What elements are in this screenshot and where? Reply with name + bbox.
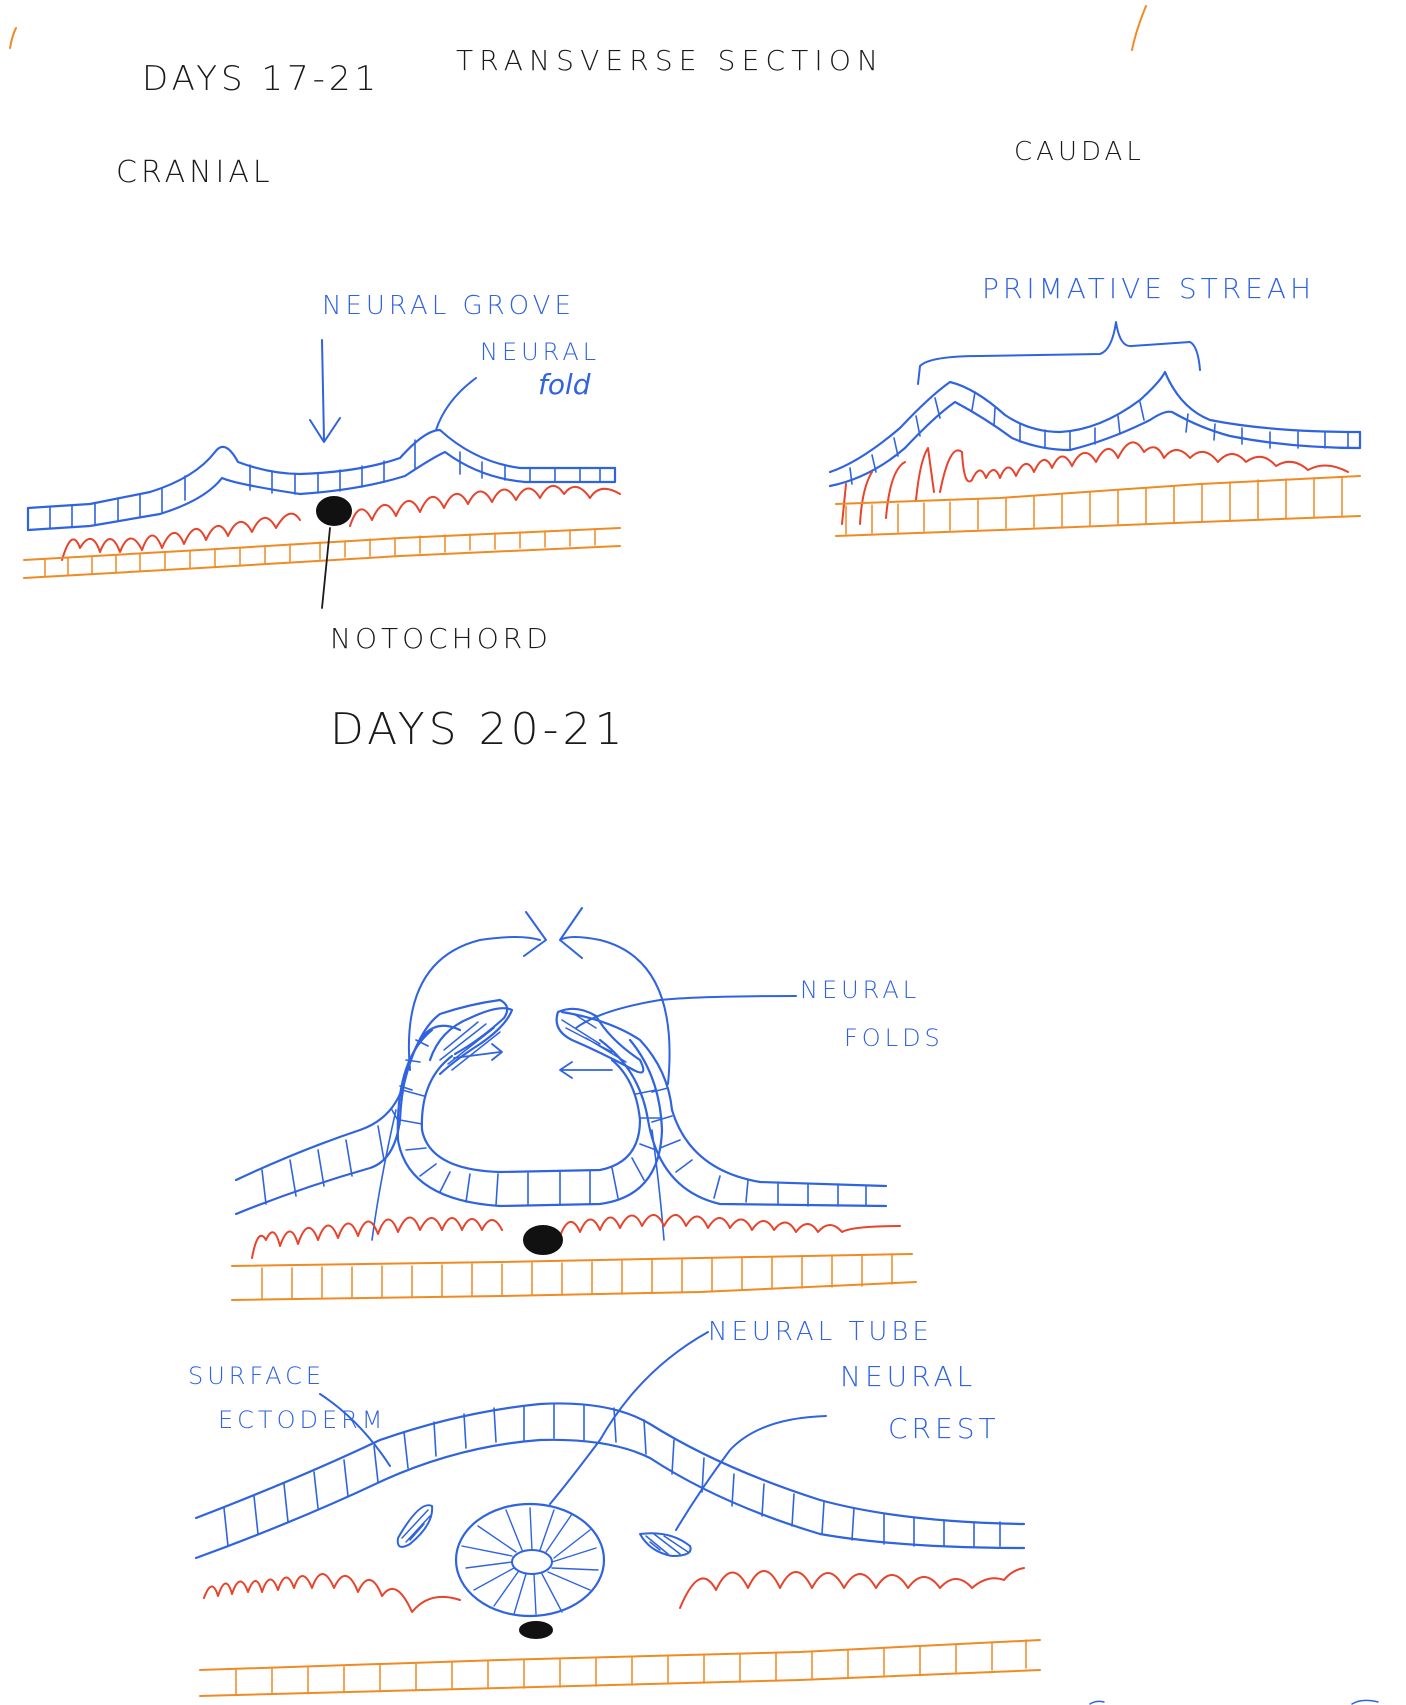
tube-ectoderm-bottom: [194, 1438, 1026, 1560]
cranial-section: [23, 339, 621, 609]
cranial-ectoderm-bottom: [26, 450, 617, 532]
caudal-label: CAUDAL: [1014, 137, 1145, 167]
folds-ectoderm-right-inner: [598, 1038, 888, 1208]
corner-mark-right: [1131, 5, 1147, 51]
folds-ectoderm-cells-left: [261, 1039, 429, 1205]
primitive-streak-brace: [917, 321, 1201, 385]
cranial-endoderm-top: [23, 527, 621, 561]
caudal-endoderm-bottom: [835, 515, 1361, 537]
neural-groove-arrow: [309, 339, 341, 443]
surface-ectoderm-label-line1: SURFACE: [188, 1362, 325, 1390]
folds-notochord: [523, 1225, 563, 1255]
cranial-ectoderm-top: [26, 428, 617, 510]
cranial-endoderm-bottom: [23, 545, 621, 579]
folds-closing-arrow-left: [407, 911, 547, 1071]
corner-mark-bottom-mid: [1089, 1700, 1105, 1705]
neural-crest-right-hatch: [645, 1533, 689, 1555]
cranial-ectoderm-cells: [49, 439, 601, 529]
folds-neural-plate-outer: [396, 1028, 664, 1208]
tube-notochord: [519, 1621, 553, 1639]
folds-right-tip: [555, 1007, 645, 1074]
folds-ectoderm-cells-right: [651, 1087, 867, 1207]
folds-inner-stroke-right: [651, 1129, 665, 1241]
corner-mark-bottom-right: [1351, 1699, 1379, 1705]
folds-ectoderm-right-outer: [560, 1010, 888, 1188]
neural-fold-label-line1: NEURAL: [480, 338, 600, 366]
neural-folds-pointer: [575, 995, 797, 1029]
neural-folds-label-line1: NEURAL: [800, 976, 920, 1004]
folds-left-tip: [428, 1007, 514, 1076]
neural-crest-label-line1: NEURAL: [840, 1360, 976, 1393]
cranial-label: CRANIAL: [116, 155, 274, 190]
cranial-notochord: [316, 496, 352, 526]
notochord-pointer-line: [321, 527, 331, 609]
folds-neural-plate-cells: [399, 1089, 661, 1206]
corner-mark-left: [9, 27, 17, 49]
caudal-endoderm-cells: [845, 476, 1343, 535]
folds-inward-arrow-right: [559, 1061, 613, 1079]
days-mid-label: DAYS 20-21: [330, 704, 626, 755]
caudal-section: [828, 321, 1362, 537]
folds-inward-arrow-left: [453, 1043, 503, 1061]
neural-tube-pointer: [549, 1331, 709, 1505]
tube-ectoderm-cells: [223, 1403, 1001, 1547]
folds-closing-arrow-right: [559, 907, 671, 1085]
caudal-mesoderm: [841, 441, 1349, 525]
neural-crest-left-hatch: [401, 1509, 431, 1543]
surface-ectoderm-pointer: [319, 1393, 391, 1467]
neural-fold-label-line2: fold: [538, 368, 591, 401]
folds-mesoderm: [251, 1214, 901, 1259]
neural-tube-section: [194, 1331, 1041, 1697]
primitive-streak-label: PRIMATIVE STREAH: [982, 272, 1315, 305]
neural-folds-label-line2: FOLDS: [844, 1024, 944, 1052]
neural-tube-wall: [454, 1502, 606, 1618]
folds-endoderm-cells: [261, 1253, 893, 1299]
folds-endoderm-top: [231, 1253, 913, 1267]
notochord-label: NOTOCHORD: [330, 622, 552, 655]
neural-crest-label-line2: CREST: [888, 1412, 1000, 1445]
caudal-endoderm-top: [835, 475, 1361, 505]
section-title: TRANSVERSE SECTION: [456, 44, 882, 77]
neural-groove-label: NEURAL GROVE: [322, 291, 575, 321]
neural-fold-pointer: [435, 377, 477, 431]
days-top-label: DAYS 17-21: [142, 59, 380, 99]
caudal-ectoderm-cells: [849, 391, 1349, 485]
tube-endoderm-top: [199, 1639, 1041, 1671]
neural-tube-lumen: [511, 1549, 553, 1575]
tube-mesoderm: [203, 1567, 1025, 1613]
folds-left-tip-hatch: [439, 1021, 501, 1071]
folds-endoderm-bottom: [231, 1281, 917, 1301]
folds-right-tip-hatch: [561, 1013, 627, 1063]
neural-tube-label: NEURAL TUBE: [708, 1317, 933, 1347]
caudal-ectoderm-top: [828, 370, 1362, 474]
cranial-mesoderm: [61, 485, 621, 561]
folds-ectoderm-left-outer: [234, 998, 509, 1182]
neural-folds-section: [231, 907, 917, 1301]
neural-crest-left: [396, 1504, 434, 1548]
neural-crest-right: [639, 1532, 692, 1557]
tube-endoderm-cells: [235, 1639, 1027, 1695]
cranial-endoderm-cells: [44, 528, 596, 577]
neural-crest-pointer: [675, 1415, 827, 1531]
surface-ectoderm-label-line2: ECTODERM: [218, 1406, 387, 1434]
tube-endoderm-bottom: [199, 1669, 1041, 1697]
folds-neural-plate-inner: [420, 1054, 642, 1174]
neural-tube-radial-cells: [461, 1507, 599, 1615]
